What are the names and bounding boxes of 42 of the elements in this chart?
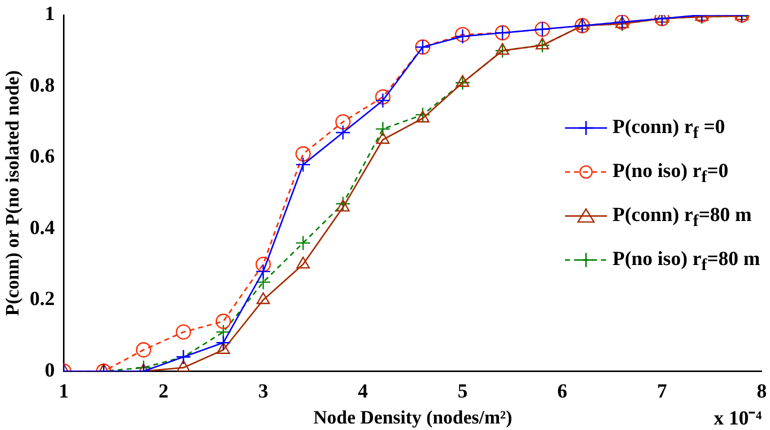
text: x 10⁻⁴	[714, 407, 762, 430]
legend-label: P(conn) r$_{f}$ =0	[612, 116, 725, 142]
x-tick-label: 8	[756, 380, 767, 402]
point	[216, 335, 231, 350]
y-tick-label: 0	[44, 359, 55, 382]
point	[295, 235, 311, 251]
point	[335, 196, 351, 212]
point	[295, 156, 311, 172]
point	[136, 342, 152, 358]
point	[216, 314, 231, 329]
legend-label: P(no iso) r$_{f}$=0	[612, 160, 728, 186]
x-tick-label: 6	[557, 380, 568, 402]
x-tick-label: 7	[657, 380, 667, 402]
point	[216, 342, 230, 354]
x-tick-label: 4	[358, 380, 368, 402]
point	[454, 75, 470, 90]
point	[176, 324, 192, 340]
x-tick-label: 3	[258, 380, 268, 402]
point	[176, 360, 190, 372]
point	[375, 89, 390, 105]
x-axis-title: Node Density (nodes/m²)	[313, 408, 512, 429]
point	[256, 264, 271, 280]
point	[375, 92, 390, 108]
y-tick-label: 1	[44, 3, 55, 26]
x-tick-label: 2	[158, 380, 168, 402]
point	[256, 256, 271, 272]
point	[335, 124, 351, 140]
x-tick-label: 1	[58, 380, 69, 402]
x-tick-label: 5	[458, 380, 468, 402]
point	[256, 292, 270, 304]
y-tick-label: 0.8	[30, 74, 55, 96]
point	[494, 42, 510, 58]
point	[335, 114, 351, 130]
y-tick-label: 0.4	[30, 216, 55, 239]
point	[295, 146, 311, 162]
point	[375, 121, 390, 137]
y-axis-title: P(conn) or P(no isolated node)	[2, 70, 24, 316]
y-tick-label: 0.6	[30, 146, 55, 168]
legend-label: P(conn) r$_{f}$=80 m	[612, 204, 752, 230]
point	[296, 256, 310, 268]
y-tick-label: 0.2	[30, 288, 55, 310]
legend-label: P(no iso) r$_{f}$=80 m	[612, 248, 760, 274]
